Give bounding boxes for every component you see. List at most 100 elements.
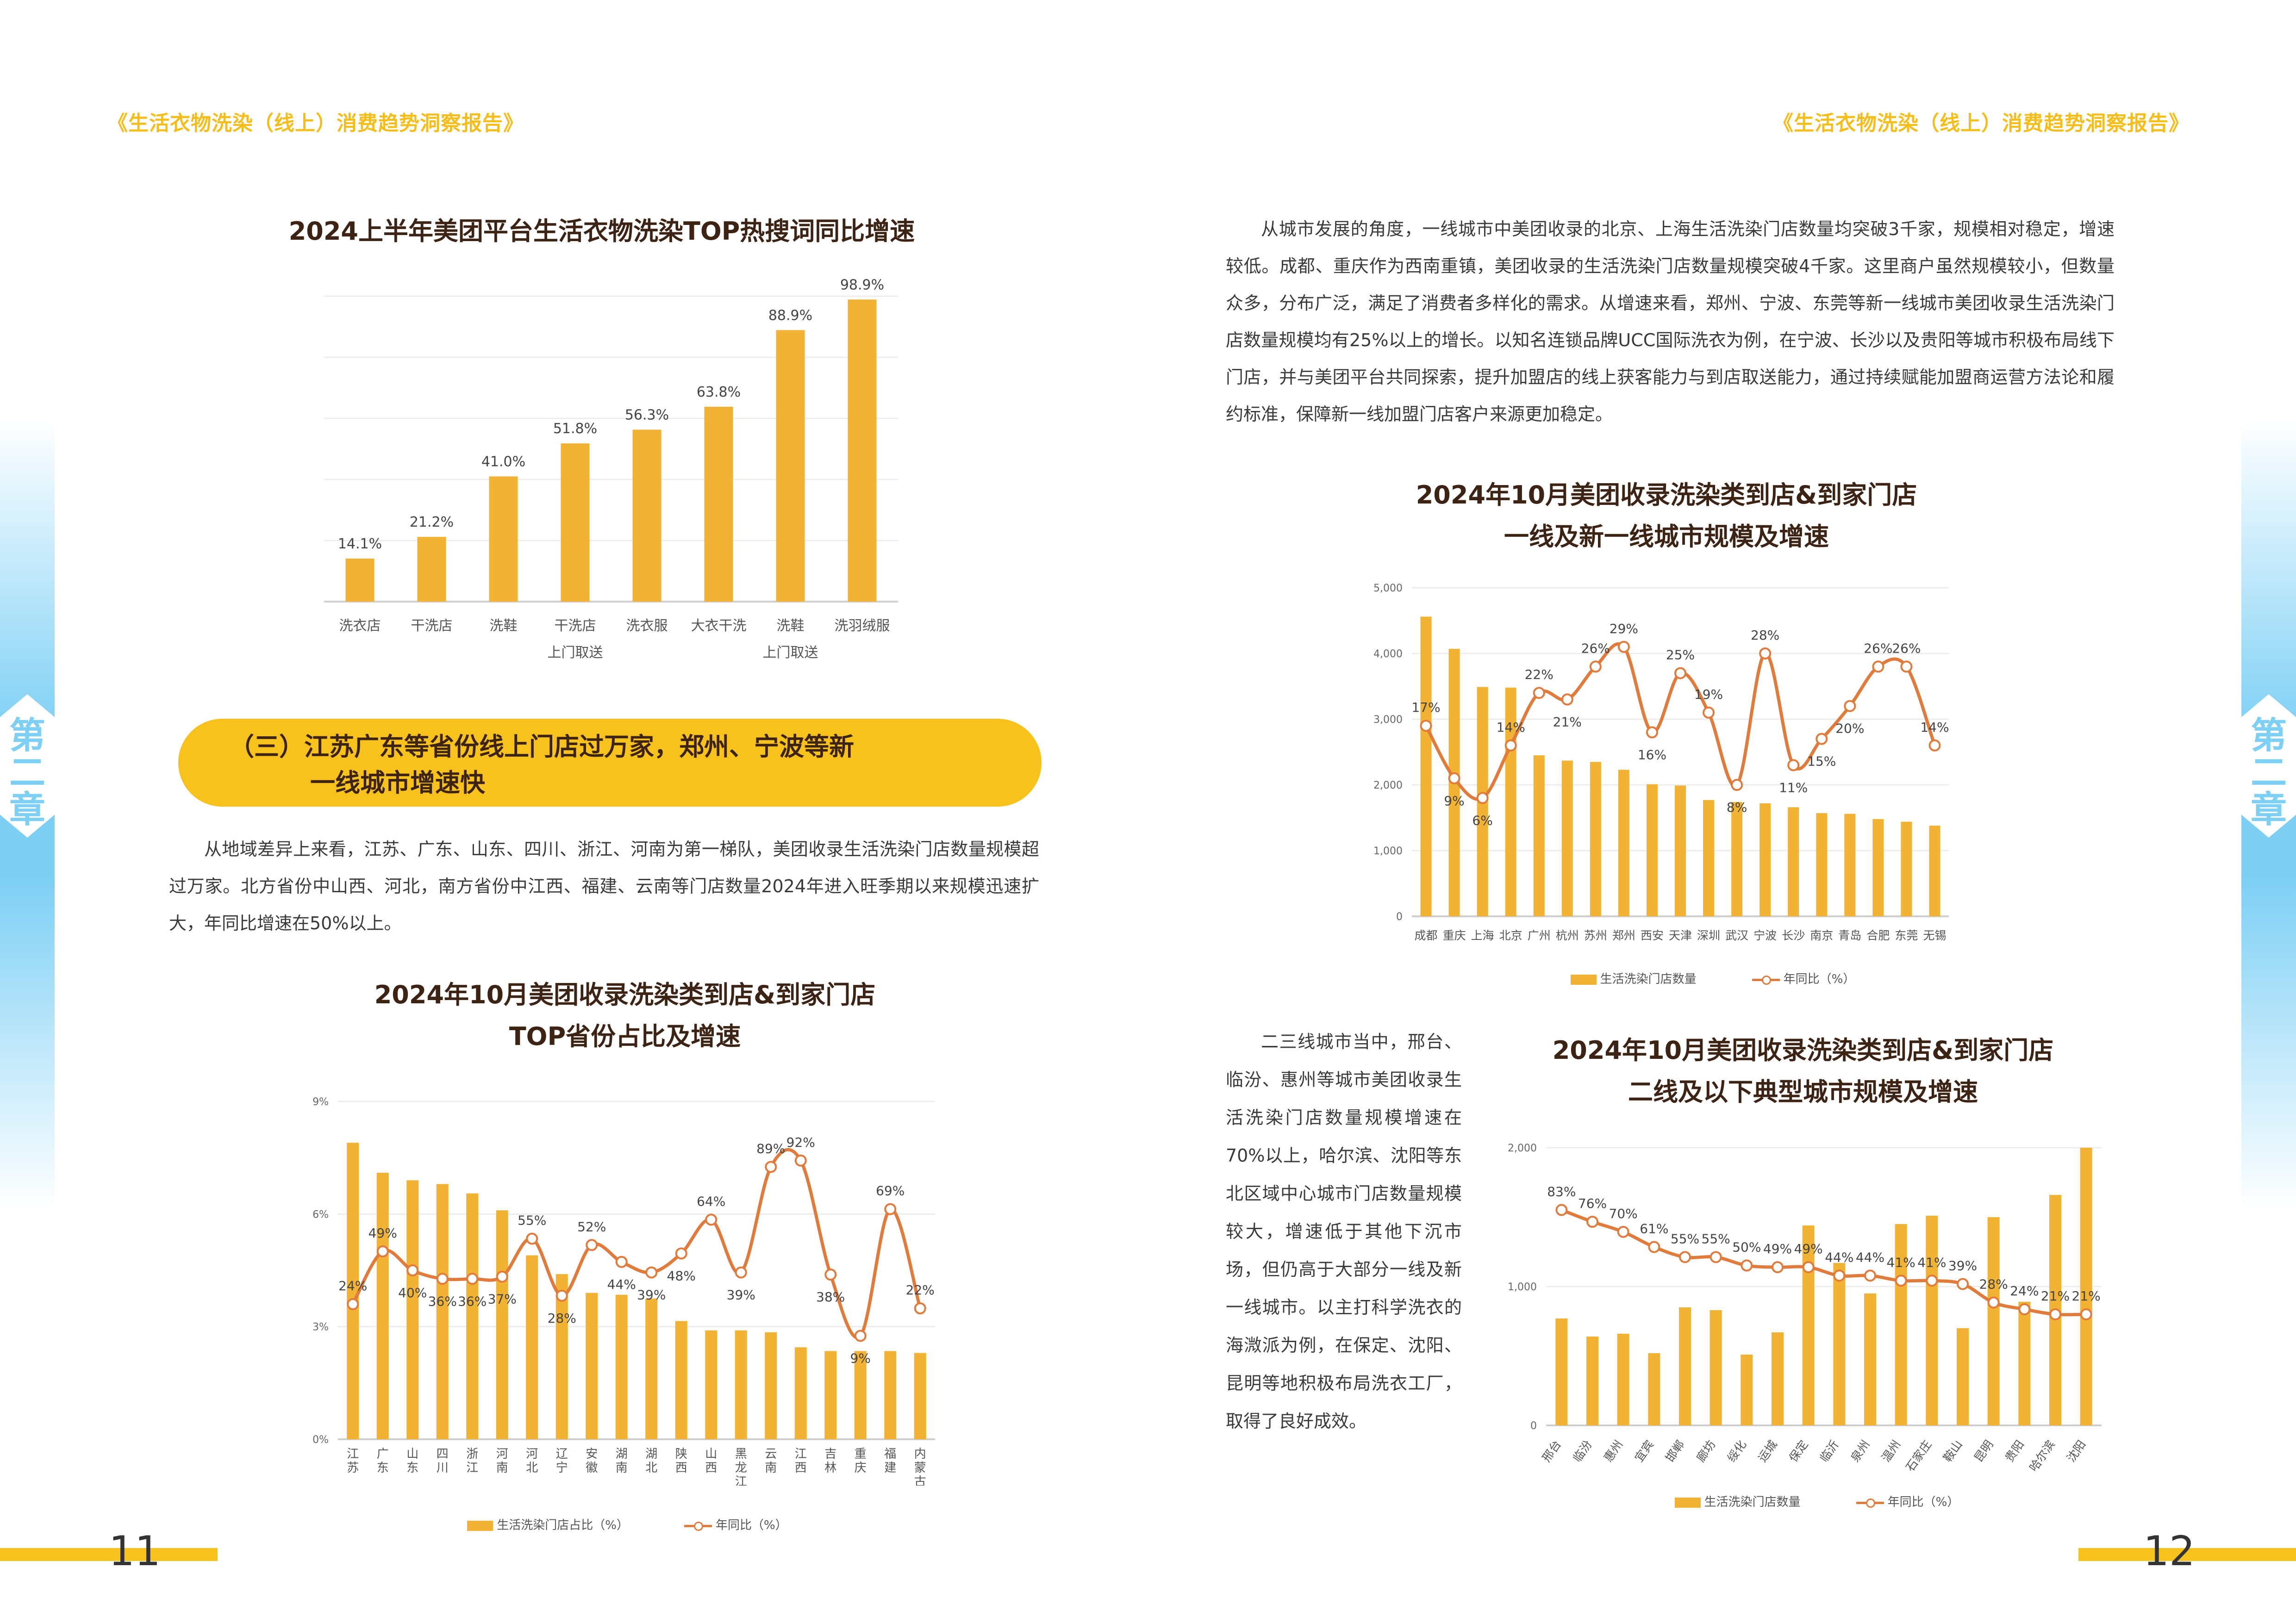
- svg-text:41%: 41%: [1917, 1255, 1946, 1270]
- svg-text:洗衣服: 洗衣服: [626, 618, 668, 634]
- legend-line-item: 年同比（%）: [1856, 1492, 1959, 1510]
- svg-text:3,000: 3,000: [1373, 714, 1403, 726]
- chart-title-tier1-2: 一线及新一线城市规模及增速: [1504, 522, 1829, 551]
- svg-text:24%: 24%: [2010, 1283, 2039, 1299]
- svg-text:22%: 22%: [906, 1282, 935, 1298]
- svg-text:3%: 3%: [312, 1322, 329, 1333]
- svg-text:建: 建: [884, 1461, 896, 1475]
- svg-text:北: 北: [526, 1461, 538, 1475]
- svg-text:福: 福: [884, 1447, 896, 1461]
- svg-text:14.1%: 14.1%: [338, 536, 382, 552]
- svg-text:鞍山: 鞍山: [1940, 1438, 1965, 1465]
- svg-text:83%: 83%: [1547, 1184, 1576, 1200]
- legend-line-item: 年同比（%）: [1752, 970, 1855, 987]
- line-marker-icon: [1856, 1498, 1884, 1508]
- svg-text:宁: 宁: [556, 1461, 568, 1475]
- svg-text:江: 江: [347, 1447, 359, 1461]
- svg-text:长沙: 长沙: [1782, 929, 1805, 942]
- svg-text:邯郸: 邯郸: [1663, 1438, 1687, 1465]
- svg-text:上门取送: 上门取送: [548, 645, 603, 661]
- svg-text:广: 广: [377, 1447, 389, 1461]
- tier1-chart-legend: 生活洗染门店数量 年同比（%）: [1504, 970, 1921, 987]
- svg-text:河: 河: [526, 1447, 538, 1461]
- bar-swatch-icon: [1570, 974, 1597, 985]
- svg-text:广州: 广州: [1528, 929, 1551, 942]
- svg-text:古: 古: [914, 1475, 926, 1486]
- province-chart-legend: 生活洗染门店占比（%） 年同比（%）: [315, 1516, 940, 1533]
- svg-text:运城: 运城: [1755, 1438, 1779, 1465]
- svg-text:9%: 9%: [312, 1096, 329, 1108]
- svg-text:大衣干洗: 大衣干洗: [691, 618, 747, 634]
- svg-text:重庆: 重庆: [1443, 929, 1466, 942]
- svg-text:14%: 14%: [1497, 720, 1525, 735]
- svg-text:70%: 70%: [1609, 1206, 1638, 1221]
- svg-text:51.8%: 51.8%: [553, 421, 597, 437]
- svg-text:郑州: 郑州: [1612, 929, 1635, 942]
- svg-text:西: 西: [705, 1461, 717, 1475]
- svg-text:四: 四: [437, 1447, 449, 1461]
- svg-text:黑: 黑: [735, 1447, 747, 1461]
- svg-text:绥化: 绥化: [1725, 1438, 1749, 1465]
- svg-text:山: 山: [705, 1447, 717, 1461]
- svg-text:徽: 徽: [586, 1461, 598, 1475]
- city-paragraph: 从城市发展的角度，一线城市中美团收录的北京、上海生活洗染门店数量均突破3千家，规…: [1226, 219, 2115, 424]
- svg-text:25%: 25%: [1666, 647, 1695, 663]
- svg-text:哈尔滨: 哈尔滨: [2027, 1438, 2058, 1474]
- svg-text:69%: 69%: [876, 1183, 905, 1199]
- svg-text:沈阳: 沈阳: [2064, 1438, 2088, 1465]
- svg-text:江: 江: [466, 1461, 478, 1475]
- bar-swatch-icon: [1674, 1497, 1701, 1508]
- svg-text:76%: 76%: [1578, 1196, 1607, 1211]
- svg-text:上门取送: 上门取送: [763, 645, 818, 661]
- svg-text:49%: 49%: [1794, 1241, 1823, 1256]
- svg-text:重: 重: [855, 1447, 867, 1461]
- regional-paragraph: 从地域差异上来看，江苏、广东、山东、四川、浙江、河南为第一梯队，美团收录生活洗染…: [169, 839, 1039, 933]
- svg-text:21.2%: 21.2%: [410, 514, 454, 530]
- svg-text:武汉: 武汉: [1725, 929, 1748, 942]
- legend-bar-item: 生活洗染门店数量: [1570, 970, 1697, 987]
- svg-text:宁波: 宁波: [1753, 929, 1777, 942]
- svg-text:26%: 26%: [1581, 640, 1610, 656]
- svg-text:庆: 庆: [855, 1461, 867, 1475]
- svg-text:21%: 21%: [2072, 1288, 2101, 1304]
- svg-text:青岛: 青岛: [1838, 929, 1861, 942]
- svg-text:昆明: 昆明: [1972, 1438, 1996, 1465]
- svg-text:无锡: 无锡: [1923, 929, 1946, 942]
- svg-text:干洗店: 干洗店: [555, 618, 596, 634]
- svg-text:宜宾: 宜宾: [1632, 1438, 1656, 1465]
- svg-text:东: 东: [377, 1461, 389, 1475]
- svg-text:成都: 成都: [1415, 929, 1438, 942]
- svg-text:55%: 55%: [1671, 1231, 1699, 1246]
- svg-text:29%: 29%: [1610, 621, 1638, 636]
- svg-text:6%: 6%: [1472, 813, 1492, 828]
- svg-text:89%: 89%: [756, 1141, 785, 1156]
- svg-text:洗鞋: 洗鞋: [490, 618, 518, 634]
- svg-text:24%: 24%: [338, 1278, 367, 1293]
- svg-text:6%: 6%: [312, 1209, 329, 1220]
- svg-text:吉: 吉: [824, 1447, 836, 1461]
- footer-bar-left: [0, 1548, 218, 1561]
- svg-text:20%: 20%: [1835, 721, 1864, 736]
- svg-text:49%: 49%: [368, 1225, 397, 1241]
- svg-text:苏: 苏: [347, 1461, 359, 1475]
- svg-text:南: 南: [765, 1461, 777, 1475]
- svg-text:55%: 55%: [1702, 1231, 1730, 1246]
- svg-text:0%: 0%: [312, 1434, 329, 1446]
- svg-text:川: 川: [437, 1461, 449, 1475]
- svg-text:江: 江: [735, 1475, 747, 1486]
- svg-text:陕: 陕: [675, 1447, 687, 1461]
- tier1-combo-chart: 0 1,000 2,000 3,000 4,000 5,000 17% 9% 6% 14% 22% 2…: [1373, 583, 1949, 942]
- svg-text:湖: 湖: [645, 1447, 657, 1461]
- svg-text:63.8%: 63.8%: [697, 384, 741, 400]
- svg-text:泉州: 泉州: [1848, 1438, 1872, 1465]
- svg-text:南: 南: [616, 1461, 628, 1475]
- svg-text:55%: 55%: [518, 1213, 546, 1228]
- svg-text:16%: 16%: [1638, 747, 1666, 762]
- svg-text:深圳: 深圳: [1697, 929, 1720, 942]
- svg-text:惠州: 惠州: [1601, 1438, 1625, 1465]
- svg-text:48%: 48%: [667, 1269, 696, 1284]
- svg-text:保定: 保定: [1786, 1438, 1810, 1465]
- chapter-label: 第二章: [2250, 715, 2287, 831]
- chart-title-hot-search: 2024上半年美团平台生活衣物洗染TOP热搜词同比增速: [288, 217, 915, 246]
